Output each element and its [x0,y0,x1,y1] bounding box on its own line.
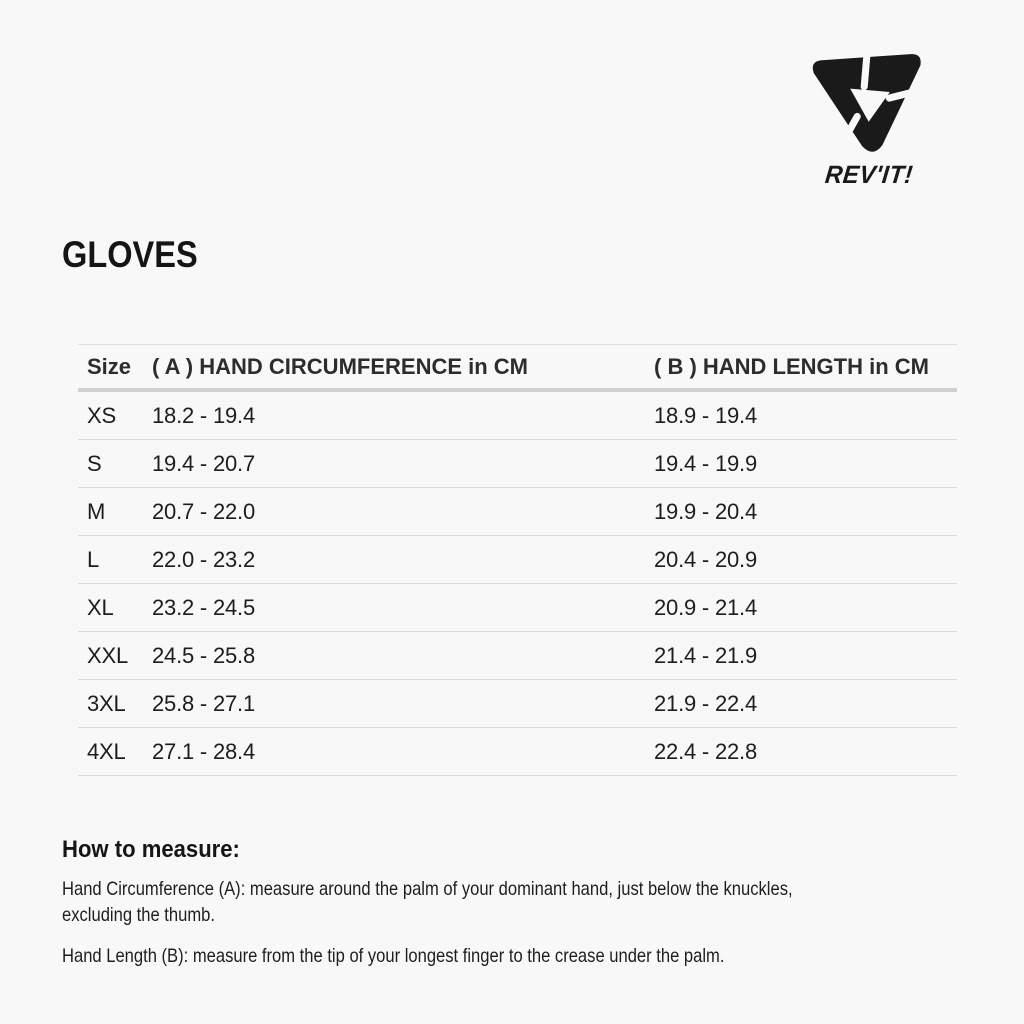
size-table-body: XS 18.2 - 19.4 18.9 - 19.4 S 19.4 - 20.7… [78,392,957,776]
table-row: M 20.7 - 22.0 19.9 - 20.4 [78,488,957,536]
table-row: XL 23.2 - 24.5 20.9 - 21.4 [78,584,957,632]
size-cell: XS [87,402,116,428]
table-row: L 22.0 - 23.2 20.4 - 20.9 [78,536,957,584]
size-cell: XL [87,594,114,620]
hand-circumference-cell: 24.5 - 25.8 [152,642,255,668]
hand-length-cell: 21.4 - 21.9 [654,642,757,668]
hand-circumference-cell: 22.0 - 23.2 [152,546,255,572]
page-title: GLOVES [62,234,198,275]
size-table-header: Size ( A ) HAND CIRCUMFERENCE in CM ( B … [78,344,957,392]
column-header-hand-circumference: ( A ) HAND CIRCUMFERENCE in CM [152,353,529,379]
table-row: XXL 24.5 - 25.8 21.4 - 21.9 [78,632,957,680]
hand-length-cell: 20.9 - 21.4 [654,594,757,620]
hand-length-cell: 20.4 - 20.9 [654,546,757,572]
hand-circumference-cell: 23.2 - 24.5 [152,594,255,620]
size-cell: M [87,498,106,524]
how-to-measure-section: How to measure: Hand Circumference (A): … [62,836,1002,969]
table-row: S 19.4 - 20.7 19.4 - 19.9 [78,440,957,488]
hand-circumference-cell: 18.2 - 19.4 [152,402,255,428]
hand-length-cell: 19.4 - 19.9 [654,450,757,476]
hand-length-cell: 18.9 - 19.4 [654,402,757,428]
brand-name: REV'IT! [823,161,915,189]
hand-length-cell: 21.9 - 22.4 [654,690,757,716]
table-row: XS 18.2 - 19.4 18.9 - 19.4 [78,392,957,440]
size-cell: XXL [87,642,128,668]
size-table: Size ( A ) HAND CIRCUMFERENCE in CM ( B … [78,344,957,776]
hand-length-cell: 19.9 - 20.4 [654,498,757,524]
hand-circumference-cell: 19.4 - 20.7 [152,450,255,476]
hand-length-cell: 22.4 - 22.8 [654,738,757,764]
hand-circumference-instruction: Hand Circumference (A): measure around t… [62,877,793,926]
table-row: 4XL 27.1 - 28.4 22.4 - 22.8 [78,728,957,776]
brand-logo: REV'IT! [798,52,940,190]
size-cell: 4XL [87,738,126,764]
size-cell: 3XL [87,690,126,716]
size-cell: L [87,546,100,572]
hand-length-instruction: Hand Length (B): measure from the tip of… [62,944,725,967]
size-cell: S [87,450,102,476]
hand-circumference-cell: 27.1 - 28.4 [152,738,255,764]
hand-circumference-cell: 20.7 - 22.0 [152,498,255,524]
how-to-measure-heading: How to measure: [62,836,240,863]
table-row: 3XL 25.8 - 27.1 21.9 - 22.4 [78,680,957,728]
header-row: Size ( A ) HAND CIRCUMFERENCE in CM ( B … [78,344,957,392]
hand-circumference-cell: 25.8 - 27.1 [152,690,255,716]
column-header-hand-length: ( B ) HAND LENGTH in CM [654,353,929,379]
revit-emblem-icon [812,52,921,152]
column-header-size: Size [87,353,132,379]
